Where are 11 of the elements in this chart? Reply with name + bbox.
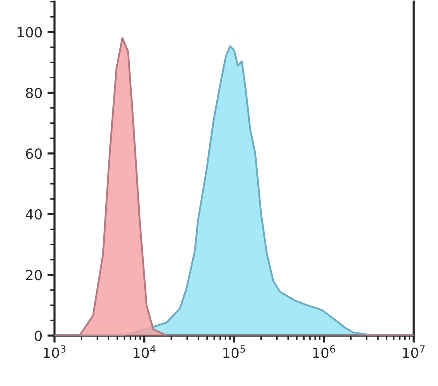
y-tick-label: 40 — [26, 209, 42, 220]
y-tick-label: 0 — [35, 330, 42, 342]
y-tick-label: 80 — [26, 88, 42, 98]
y-tick-label: 20 — [26, 270, 42, 281]
y-tick-label: 100 — [18, 27, 42, 38]
x-tick-label: 10$^{6}$ — [313, 346, 336, 358]
x-tick-label: 10$^{5}$ — [224, 346, 246, 358]
x-tick-label: 10$^{3}$ — [44, 346, 66, 358]
x-tick-label: 10$^{4}$ — [134, 346, 156, 358]
x-tick-label: 10$^{7}$ — [403, 346, 425, 358]
y-tick-label: 60 — [26, 148, 42, 160]
